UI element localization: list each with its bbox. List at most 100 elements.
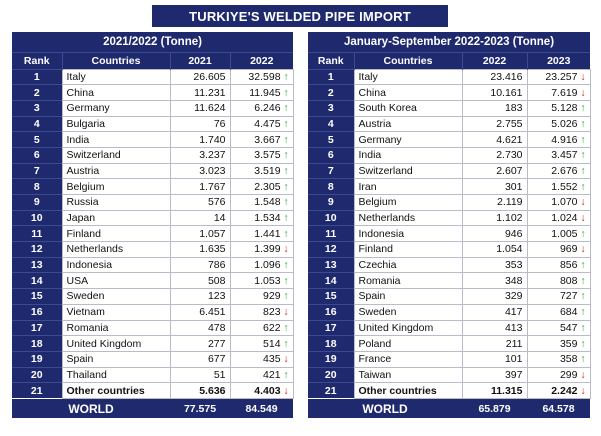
rank-cell: 14: [12, 272, 62, 289]
country-cell: USA: [61, 272, 171, 290]
value2-text: 3.457: [551, 149, 578, 162]
value2-cell: 969 ↓: [526, 241, 591, 258]
country-cell: Finland: [61, 225, 171, 243]
value1-cell: 277: [169, 335, 231, 352]
value2-text: 1.548: [254, 196, 281, 209]
arrow-up-icon: ↑: [283, 133, 289, 146]
value2-cell: 435 ↓: [229, 350, 294, 368]
value2-text: 1.399: [254, 243, 281, 256]
value2-cell: 1.070 ↓: [526, 194, 591, 211]
rank-cell: 4: [308, 115, 354, 132]
value1-cell: 23.416: [461, 68, 528, 86]
rank-cell: 9: [12, 194, 62, 211]
value1-cell: 677: [169, 350, 231, 368]
rank-cell: 15: [308, 288, 354, 305]
arrow-up-icon: ↑: [283, 212, 289, 225]
countries-header: Countries: [353, 51, 462, 69]
value2-text: 1.441: [254, 227, 281, 240]
value1-cell: 417: [461, 303, 528, 321]
table-row: 2 China 11.231 11.945 ↑: [12, 84, 294, 101]
value2-text: 4.475: [254, 117, 281, 130]
value2-cell: 2.305 ↑: [229, 178, 294, 195]
table-row: 14 Romania 348 808 ↑: [308, 272, 591, 290]
value1-cell: 211: [461, 335, 528, 352]
value2-cell: 929 ↑: [229, 288, 294, 305]
table-row: 9 Russia 576 1.548 ↑: [12, 194, 294, 211]
rank-cell: 8: [308, 178, 354, 195]
world-value2: 84.549: [230, 398, 294, 419]
world-value1: 77.575: [170, 398, 230, 419]
country-cell: Indonesia: [61, 256, 171, 274]
table-row: 1 Italy 26.605 32.598 ↑: [12, 68, 294, 86]
table-row: 5 India 1.740 3.667 ↑: [12, 131, 294, 148]
rank-cell: 7: [12, 162, 62, 179]
value1-cell: 353: [461, 256, 528, 274]
year2-header: 2022: [229, 51, 294, 69]
value1-cell: 3.237: [169, 146, 231, 164]
value1-cell: 1.102: [461, 209, 528, 227]
arrow-down-icon: ↓: [580, 70, 586, 83]
country-cell: Netherlands: [61, 241, 171, 258]
value2-cell: 358 ↑: [526, 350, 591, 368]
table-row: 11 Finland 1.057 1.441 ↑: [12, 225, 294, 243]
country-cell: Poland: [353, 335, 463, 352]
value2-text: 3.667: [254, 133, 281, 146]
value2-cell: 514 ↑: [229, 335, 294, 352]
country-cell: Spain: [61, 350, 171, 368]
value2-text: 1.070: [551, 196, 578, 209]
arrow-up-icon: ↑: [580, 274, 586, 287]
arrow-up-icon: ↑: [283, 102, 289, 115]
value2-cell: 3.457 ↑: [526, 146, 591, 164]
arrow-up-icon: ↑: [580, 133, 586, 146]
value2-cell: 856 ↑: [526, 256, 591, 274]
arrow-down-icon: ↓: [580, 212, 586, 225]
table-row: 21 Other countries 11.315 2.242 ↓: [308, 382, 591, 399]
value1-cell: 397: [461, 366, 528, 384]
arrow-up-icon: ↑: [283, 196, 289, 209]
rank-cell: 21: [12, 382, 62, 399]
country-cell: Other countries: [61, 382, 171, 399]
period-header: January-September 2022-2023 (Tonne): [308, 32, 590, 52]
value1-cell: 576: [169, 194, 231, 211]
value2-cell: 3.519 ↑: [229, 162, 294, 180]
value2-cell: 11.945 ↑: [229, 84, 294, 101]
value2-cell: 823 ↓: [229, 303, 294, 321]
table-row: 19 Spain 677 435 ↓: [12, 350, 294, 368]
arrow-down-icon: ↓: [283, 306, 289, 319]
table-row: 21 Other countries 5.636 4.403 ↓: [12, 382, 294, 399]
value2-text: 2.305: [254, 180, 281, 193]
arrow-up-icon: ↑: [283, 180, 289, 193]
country-cell: Romania: [353, 272, 463, 290]
arrow-up-icon: ↑: [283, 337, 289, 350]
table-row: 16 Vietnam 6.451 823 ↓: [12, 303, 294, 321]
arrow-down-icon: ↓: [580, 384, 586, 397]
country-cell: India: [353, 146, 463, 164]
value1-cell: 301: [461, 178, 528, 195]
table-row: 15 Spain 329 727 ↑: [308, 288, 591, 305]
arrow-up-icon: ↑: [580, 149, 586, 162]
rank-cell: 1: [12, 68, 62, 85]
value1-cell: 508: [169, 272, 231, 290]
value2-cell: 547 ↑: [526, 319, 591, 337]
arrow-up-icon: ↑: [283, 149, 289, 162]
country-cell: Czechia: [353, 256, 463, 274]
value1-cell: 348: [461, 272, 528, 290]
value1-cell: 1.767: [169, 178, 231, 195]
value2-cell: 1.552 ↑: [526, 178, 591, 195]
world-label: WORLD: [12, 398, 170, 419]
world-total-row: WORLD 65.879 64.578: [308, 398, 590, 419]
value1-cell: 478: [169, 319, 231, 337]
value1-cell: 11.624: [169, 99, 231, 117]
value2-cell: 1.399 ↓: [229, 241, 294, 258]
country-cell: Belgium: [61, 178, 171, 195]
value2-cell: 1.096 ↑: [229, 256, 294, 274]
value2-text: 727: [559, 290, 578, 303]
rank-cell: 11: [308, 225, 354, 242]
import-table-jan-sep-2022-2023: January-September 2022-2023 (Tonne) Rank…: [308, 32, 591, 419]
country-cell: Belgium: [353, 194, 463, 211]
value2-text: 2.676: [551, 164, 578, 177]
rank-header: Rank: [12, 51, 62, 69]
country-cell: Romania: [61, 319, 171, 337]
country-cell: Iran: [353, 178, 463, 195]
value1-cell: 26.605: [169, 68, 231, 86]
